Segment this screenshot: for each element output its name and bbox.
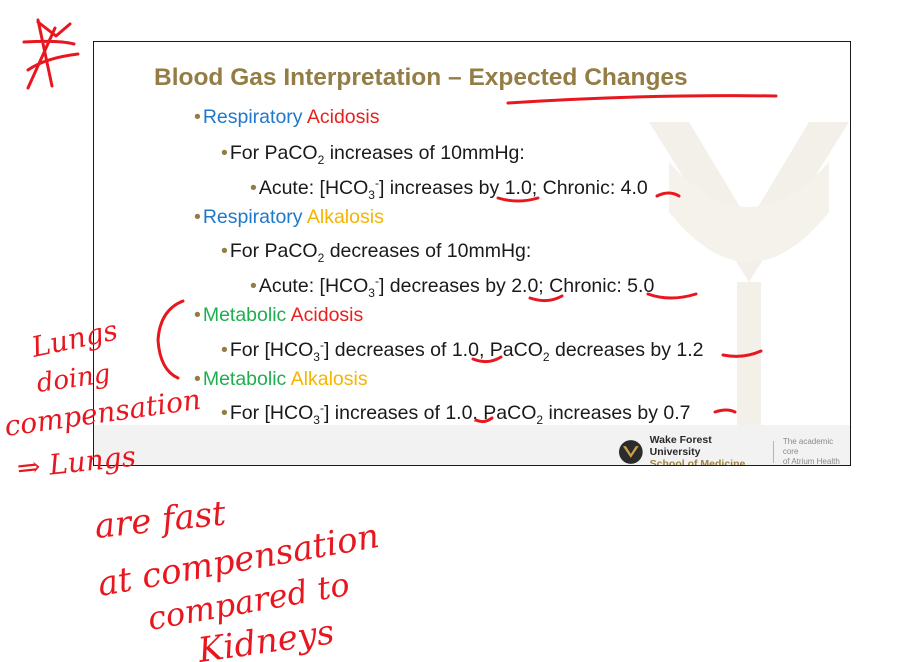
handwritten-note: at compensation — [95, 516, 383, 605]
bullet-dot-icon: • — [250, 177, 257, 199]
logo-tagline-line-1: The academic core — [782, 437, 834, 456]
metabolic-alkalosis-rule: • For [HCO3-] increases of 1.0, PaCO2 inc… — [221, 401, 691, 427]
wfu-shield-icon — [618, 440, 643, 464]
footer-band — [94, 425, 850, 465]
bullet-dot-icon: • — [194, 106, 201, 128]
respiratory-acidosis-detail: • Acute: [HCO3-] increases by 1.0; Chroni… — [250, 176, 648, 202]
logo-university-name: Wake Forest University — [649, 434, 712, 458]
respiratory-alkalosis-heading: • Respiratory Alkalosis — [194, 206, 384, 228]
star-doodle-icon — [22, 18, 80, 90]
bullet-dot-icon: • — [221, 240, 228, 262]
bullet-dot-icon: • — [221, 142, 228, 164]
logo-school-name: School of Medicine — [649, 458, 746, 466]
metabolic-acidosis-rule: • For [HCO3-] decreases of 1.0, PaCO2 dec… — [221, 338, 704, 364]
handwritten-note: Kidneys — [195, 612, 337, 662]
slide: Blood Gas Interpretation – Expected Chan… — [93, 41, 851, 466]
bullet-dot-icon: • — [250, 275, 257, 297]
bullet-dot-icon: • — [194, 304, 201, 326]
bullet-dot-icon: • — [194, 206, 201, 228]
bullet-dot-icon: • — [194, 368, 201, 390]
bullet-dot-icon: • — [221, 402, 228, 424]
handwritten-note: are fast — [93, 493, 228, 547]
handwritten-note: compared to — [145, 565, 353, 638]
slide-title: Blood Gas Interpretation – Expected Chan… — [154, 64, 688, 91]
metabolic-acidosis-heading: • Metabolic Acidosis — [194, 304, 364, 326]
respiratory-alkalosis-detail: • Acute: [HCO3-] decreases by 2.0; Chroni… — [250, 274, 655, 300]
logo-divider — [772, 441, 774, 463]
respiratory-alkalosis-rule: • For PaCO2 decreases of 10mmHg: — [221, 240, 532, 265]
metabolic-alkalosis-heading: • Metabolic Alkalosis — [194, 368, 368, 390]
wfu-watermark-logo — [649, 122, 849, 432]
bullet-dot-icon: • — [221, 339, 228, 361]
respiratory-acidosis-heading: • Respiratory Acidosis — [194, 106, 380, 128]
logo-tagline-line-2: of Atrium Health — [782, 457, 840, 466]
respiratory-acidosis-rule: • For PaCO2 increases of 10mmHg: — [221, 142, 525, 167]
wfu-logo: Wake Forest University School of Medicin… — [618, 434, 850, 466]
